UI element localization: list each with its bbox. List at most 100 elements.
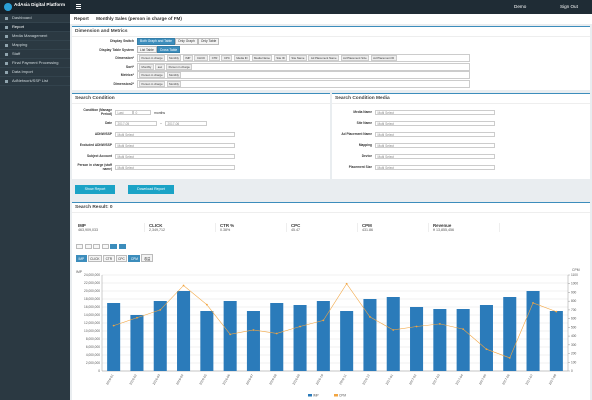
tag: Media ID — [233, 55, 251, 62]
form-row: Dimension* Person in charge Monthly IMP CLIC… — [72, 54, 590, 63]
input[interactable]: Last — [115, 109, 133, 116]
toggle-button[interactable]: List Table — [137, 46, 157, 54]
result-panel: Search Result: 0 IMP 463,909,033 CLICK 2,34… — [72, 202, 590, 400]
input[interactable]: Multi Select — [375, 142, 495, 149]
tag: Ad Placement ID — [370, 55, 397, 62]
media-panel: Search Condition Media Media Name Multi S… — [332, 93, 590, 179]
field-label: Placement Size — [348, 164, 372, 169]
tag: Person in charge — [139, 72, 166, 79]
tag: Monthly — [166, 72, 182, 79]
tag-box[interactable]: Monthly asc Person in charge — [137, 62, 470, 71]
form-field: ADNW/SSP Multi Select — [72, 129, 330, 140]
input[interactable]: Multi Select — [375, 131, 495, 138]
line-point — [205, 303, 208, 306]
field-label: Person in charge (staff name) — [77, 162, 112, 171]
input[interactable]: Multi Select — [115, 164, 235, 171]
toggle-button[interactable]: Cross Table — [156, 46, 181, 54]
tag-box[interactable]: Person in charge Monthly IMP CLICK CTR CPC Med… — [137, 54, 470, 63]
x-tick-label: 2016-09 — [292, 373, 301, 385]
user-name[interactable]: Demo — [514, 4, 527, 9]
chart-icon[interactable] — [76, 244, 83, 249]
line — [113, 283, 557, 359]
x-tick-label: 2017-05 — [478, 373, 487, 385]
form-row: Sort* Monthly asc Person in charge — [72, 62, 590, 72]
form-field: Mapping Multi Select — [332, 140, 590, 151]
show-report-button[interactable]: Show Report — [75, 185, 115, 194]
input[interactable]: 0 — [133, 109, 151, 116]
input[interactable]: Multi Select — [375, 120, 495, 127]
chart-icon[interactable] — [110, 244, 117, 249]
x-tick-label: 2017-06 — [501, 373, 510, 385]
y2-tick-label: 200 — [571, 352, 577, 356]
kpi: CPC 45.47 — [287, 223, 358, 232]
input[interactable]: 2017-06 — [164, 120, 207, 127]
sidebar-item[interactable]: Report — [0, 23, 70, 32]
x-tick-label: 2017-08 — [548, 373, 557, 385]
sidebar-item[interactable]: Dashboard — [0, 14, 70, 23]
metric-button[interactable]: CLICK — [87, 255, 103, 262]
breadcrumb: Report Monthly Sales (person in charge o… — [70, 14, 592, 24]
chart-icon[interactable] — [101, 244, 109, 249]
tag-box[interactable]: Person in charge Monthly — [137, 71, 470, 80]
row-label: Sort* — [125, 64, 134, 69]
kpi-label: CPM — [362, 223, 372, 228]
line-point — [508, 357, 511, 359]
kpi: IMP 463,909,033 — [74, 223, 145, 232]
y2-tick-label: 400 — [571, 334, 577, 338]
x-tick-label: 2016-02 — [129, 373, 138, 385]
y2-tick-label: 100 — [571, 360, 577, 364]
input[interactable]: Multi Select — [375, 109, 495, 116]
row-label: Display Switch — [110, 39, 134, 44]
menu-toggle[interactable] — [76, 4, 81, 5]
metric-button[interactable]: 収益 — [141, 254, 153, 262]
metric-button[interactable]: IMP — [76, 255, 87, 262]
sign-out[interactable]: Sign Out — [560, 4, 578, 9]
tag: IMP — [182, 55, 193, 62]
kpi-value: 45.47 — [291, 228, 300, 232]
toggle-button[interactable]: Only Table — [197, 37, 220, 45]
chart-icon[interactable] — [84, 244, 92, 249]
sidebar-item[interactable]: AdNetwork/SSP List — [0, 77, 70, 86]
sidebar-item[interactable]: Media Management — [0, 32, 70, 41]
sidebar-item[interactable]: Mapping — [0, 41, 70, 50]
input[interactable]: Multi Select — [115, 153, 235, 160]
chart-icon[interactable] — [93, 244, 100, 249]
line-point — [415, 325, 418, 328]
x-tick-label: 2017-03 — [431, 373, 440, 385]
sidebar-item[interactable]: Data Import — [0, 68, 70, 77]
input[interactable]: Multi Select — [115, 142, 235, 149]
y-tick-label: 10,000,000 — [84, 329, 100, 333]
metric-button[interactable]: CPC — [115, 255, 128, 262]
input[interactable]: 2017-05 — [115, 120, 157, 127]
kpi-value: 431.86 — [362, 228, 373, 232]
row-label: Display Table System — [99, 47, 134, 52]
download-report-button[interactable]: Download Report — [128, 185, 174, 194]
input[interactable]: Multi Select — [375, 153, 495, 160]
form-field: Ad Placement Name Multi Select — [332, 129, 590, 140]
metric-button[interactable]: CTR — [103, 255, 115, 262]
sidebar-item[interactable]: Staff — [0, 50, 70, 59]
chart-icon[interactable] — [118, 244, 126, 249]
toggle-button[interactable]: Only Graph — [175, 37, 198, 45]
line-point — [275, 332, 278, 335]
form-row: Metrics* Person in charge Monthly — [72, 71, 590, 80]
input[interactable]: Multi Select — [115, 131, 235, 138]
toggle-button[interactable]: Both Graph and Table — [137, 37, 176, 45]
x-tick-label: 2016-08 — [268, 373, 277, 385]
y-tick-label: 0 — [98, 369, 100, 373]
panel-title: Search Condition — [72, 94, 330, 104]
field-label: Device — [361, 153, 372, 158]
form-field: Date 2017-05 ~2017-06 — [72, 118, 330, 129]
line-point — [182, 284, 185, 287]
logo: AdAsia Digital Platform — [0, 0, 70, 14]
kpi-label: CTR % — [220, 223, 235, 228]
sidebar-item[interactable]: Final Payment Processing — [0, 59, 70, 68]
bar — [200, 311, 214, 371]
x-tick-label: 2016-12 — [362, 373, 371, 385]
metric-button[interactable]: CPM — [128, 255, 141, 262]
tag-box[interactable]: Person in charge Monthly — [137, 79, 470, 88]
input[interactable]: Multi Select — [375, 164, 495, 171]
main: Report Monthly Sales (person in charge o… — [70, 14, 592, 400]
form-field: Condition (Manage Period) Last 0 months — [72, 107, 330, 118]
panel-title: Search Condition Media — [332, 94, 590, 104]
